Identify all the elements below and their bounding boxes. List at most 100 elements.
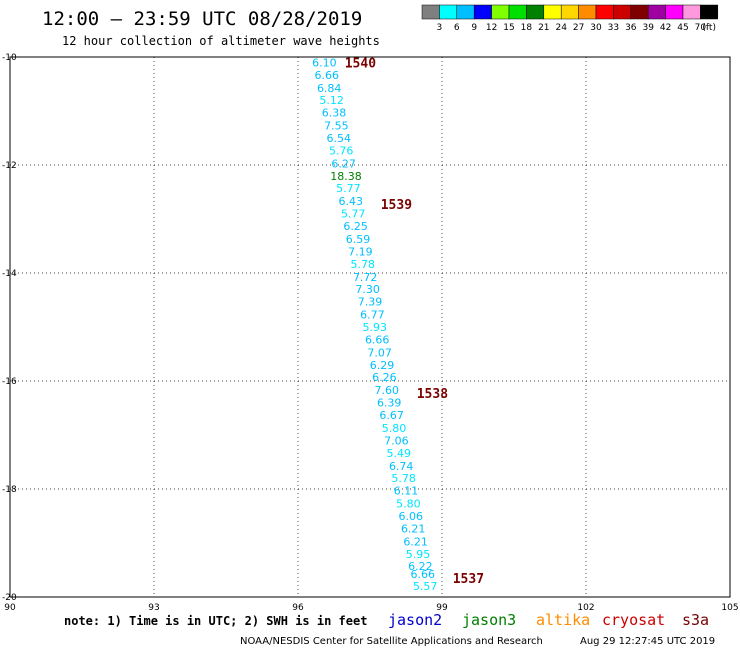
legend-swatch: [543, 4, 562, 20]
legend-swatch: [665, 4, 684, 20]
legend-label: 6: [454, 23, 460, 33]
pass-number: 1537: [453, 572, 484, 587]
swh-value: 7.07: [367, 346, 392, 359]
legend-swatch: [508, 4, 527, 20]
swh-value: 5.95: [406, 548, 431, 561]
pass-number: 1540: [345, 56, 376, 71]
pass-number: 1538: [417, 387, 448, 402]
legend-label: 39: [642, 23, 654, 33]
y-tick-label: -18: [2, 485, 17, 495]
swh-value: 6.84: [317, 82, 342, 95]
swh-points: 6.106.666.845.126.387.556.545.766.2718.3…: [312, 56, 437, 593]
axis-ticks: 90 93 96 99 102 105 -10 -12 -14 -16 -18 -20: [2, 53, 739, 613]
swh-value: 7.06: [384, 434, 409, 447]
legend-swatch: [473, 4, 492, 20]
legend-label: 33: [608, 23, 619, 33]
legend-label: 42: [660, 23, 671, 33]
legend-label: 36: [625, 23, 637, 33]
swh-value: 5.77: [341, 208, 366, 221]
satellite-altika: altika: [536, 611, 590, 629]
swh-value: 7.72: [353, 271, 378, 284]
pass-number: 1539: [381, 198, 412, 213]
swh-value: 6.10: [312, 56, 337, 69]
satellite-s3a: s3a: [682, 611, 709, 629]
grid-lines: [10, 57, 730, 597]
swh-value: 6.66: [365, 333, 390, 346]
y-tick-label: -12: [2, 161, 17, 171]
swh-value: 6.67: [379, 409, 404, 422]
swh-value: 7.55: [324, 120, 349, 133]
swh-value: 6.21: [403, 535, 428, 548]
legend-label: 27: [573, 23, 584, 33]
swh-value: 18.38: [330, 170, 362, 183]
legend-swatch: [647, 4, 666, 20]
swh-value: 6.27: [331, 157, 356, 170]
legend-label: 24: [555, 23, 567, 33]
legend-swatch: [682, 4, 701, 20]
swh-value: 5.12: [319, 94, 344, 107]
y-tick-label: -10: [2, 53, 17, 63]
swh-value: 5.78: [351, 258, 376, 271]
legend-label: 12: [486, 23, 497, 33]
swh-value: 6.54: [327, 132, 352, 145]
x-tick-label: 90: [4, 603, 16, 613]
swh-value: 6.06: [399, 510, 424, 523]
swh-value: 6.66: [411, 568, 436, 581]
legend-unit: (ft): [702, 23, 716, 33]
swh-value: 5.78: [391, 472, 416, 485]
legend-swatch: [700, 4, 719, 20]
swh-value: 6.39: [377, 397, 402, 410]
legend-label: 21: [538, 23, 549, 33]
legend-swatch: [578, 4, 597, 20]
swh-value: 5.80: [396, 498, 421, 511]
x-tick-label: 105: [721, 603, 738, 613]
swh-value: 5.57: [413, 580, 438, 593]
legend-swatch: [456, 4, 475, 20]
swh-value: 7.30: [355, 283, 380, 296]
swh-value: 6.21: [401, 522, 426, 535]
swh-value: 6.38: [322, 107, 347, 120]
legend-label: 18: [521, 23, 533, 33]
swh-value: 5.80: [382, 422, 407, 435]
swh-value: 6.59: [346, 233, 371, 246]
legend-swatch: [421, 4, 440, 20]
footer-timestamp: Aug 29 12:27:45 UTC 2019: [580, 636, 715, 647]
swh-value: 6.26: [372, 371, 397, 384]
x-tick-label: 99: [436, 603, 448, 613]
chart-title: 12:00 – 23:59 UTC 08/28/2019: [42, 8, 362, 30]
y-tick-label: -14: [2, 269, 17, 279]
x-tick-label: 93: [148, 603, 159, 613]
legend-label: 15: [503, 23, 514, 33]
satellite-legend: jason2 jason3 altika cryosat s3a: [388, 611, 709, 629]
legend-swatch: [560, 4, 579, 20]
footer-credit: NOAA/NESDIS Center for Satellite Applica…: [240, 636, 543, 647]
y-tick-label: -20: [2, 593, 17, 603]
legend-swatch: [613, 4, 632, 20]
legend-label: 9: [471, 23, 477, 33]
legend-label: 3: [437, 23, 443, 33]
x-tick-label: 96: [292, 603, 304, 613]
plot-area: [9, 56, 731, 598]
legend-swatch: [630, 4, 649, 20]
swh-value: 6.29: [370, 359, 395, 372]
x-tick-label: 102: [577, 603, 594, 613]
footer-note: note: 1) Time is in UTC; 2) SWH is in fe…: [64, 614, 367, 628]
pass-labels: 1540 1539 1538 1537: [345, 56, 484, 587]
legend-swatch: [491, 4, 510, 20]
swh-value: 5.76: [329, 144, 354, 157]
swh-value: 6.66: [315, 69, 340, 82]
swh-value: 6.11: [394, 485, 419, 498]
chart-subtitle: 12 hour collection of altimeter wave hei…: [62, 34, 380, 48]
swh-value: 6.22: [408, 560, 433, 573]
swh-value: 5.93: [363, 321, 388, 334]
swh-value: 7.39: [358, 296, 383, 309]
swh-value: 7.19: [348, 245, 373, 258]
swh-value: 5.77: [336, 182, 361, 195]
swh-value: 7.60: [375, 384, 400, 397]
y-tick-label: -16: [2, 377, 17, 387]
legend-swatch: [526, 4, 545, 20]
legend-label: 70: [695, 23, 707, 33]
swh-value: 6.25: [343, 220, 368, 233]
legend-swatch: [439, 4, 458, 20]
